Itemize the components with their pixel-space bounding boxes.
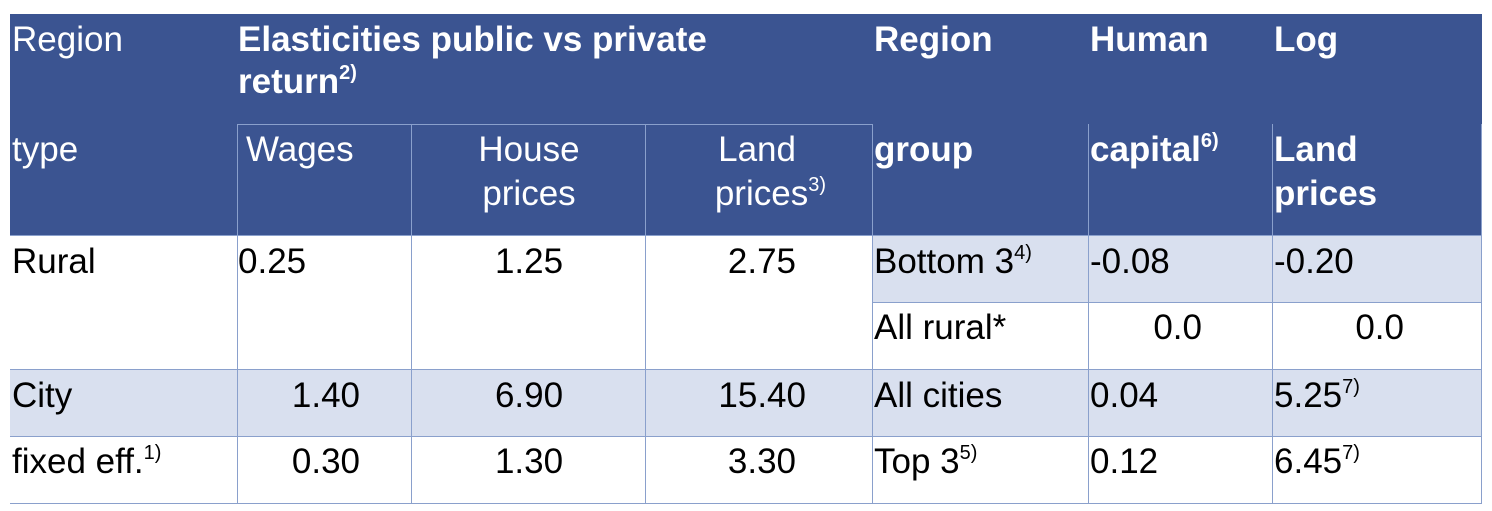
group-top-label: Top 35) — [874, 442, 978, 481]
grid-line — [872, 302, 1482, 303]
row-city-wages: 1.40 — [291, 376, 360, 415]
group-allcities-label: All cities — [874, 376, 1003, 415]
grid-line — [1088, 124, 1089, 504]
header-human-capital: capital6) — [1090, 130, 1219, 169]
row-city-land: 15.40 — [718, 376, 806, 415]
row-rural-land: 2.75 — [727, 242, 796, 281]
group-bottom-log: -0.20 — [1274, 242, 1354, 281]
grid-line — [10, 369, 1482, 370]
grid-line — [237, 124, 873, 125]
header-elasticities-title-line2: return2) — [238, 62, 357, 101]
header-elasticities-title: Elasticities public vs private — [238, 20, 707, 59]
row-band-bottom — [872, 236, 1482, 302]
group-allrural-log: 0.0 — [1355, 308, 1404, 347]
row-rural-wages: 0.25 — [238, 242, 307, 281]
grid-line — [10, 436, 1482, 437]
grid-line — [872, 124, 873, 504]
row-fixed-wages: 0.30 — [291, 442, 360, 481]
header-log-land-prices: Land prices — [1274, 130, 1378, 213]
group-top-log: 6.457) — [1274, 442, 1360, 481]
grid-line — [237, 124, 238, 504]
group-allcities-human: 0.04 — [1090, 376, 1159, 415]
header-region-group-line2: group — [874, 130, 974, 169]
group-bottom-label: Bottom 34) — [874, 242, 1032, 281]
header-house-prices: House prices — [478, 130, 580, 213]
row-fixed-label: fixed eff.1) — [12, 442, 162, 481]
grid-line — [10, 235, 1482, 236]
group-allcities-log: 5.257) — [1274, 376, 1360, 415]
header-log-line1: Log — [1274, 20, 1339, 59]
row-fixed-land: 3.30 — [727, 442, 796, 481]
header-land-prices: Land prices3) — [714, 130, 826, 213]
group-allrural-human: 0.0 — [1153, 308, 1202, 347]
data-table: Region Elasticities public vs private re… — [10, 14, 1482, 504]
row-city-label: City — [12, 376, 73, 415]
group-bottom-human: -0.08 — [1090, 242, 1170, 281]
grid-line — [1481, 124, 1482, 504]
row-fixed-house: 1.30 — [494, 442, 564, 481]
header-region-type-line1: Region — [12, 20, 123, 59]
header-human-line1: Human — [1090, 20, 1209, 59]
header-band — [10, 14, 1482, 236]
header-region-group-line1: Region — [874, 20, 993, 59]
header-region-type-line2: type — [12, 130, 79, 169]
row-city-house: 6.90 — [494, 376, 564, 415]
row-band-city — [10, 370, 1482, 436]
group-top-human: 0.12 — [1090, 442, 1159, 481]
row-rural-label: Rural — [12, 242, 96, 281]
header-wages: Wages — [246, 130, 354, 169]
grid-line — [10, 503, 1482, 504]
grid-line — [411, 124, 412, 504]
grid-line — [645, 124, 646, 504]
grid-line — [1272, 124, 1273, 504]
group-allrural-label: All rural* — [874, 308, 1007, 347]
row-rural-house: 1.25 — [494, 242, 564, 281]
